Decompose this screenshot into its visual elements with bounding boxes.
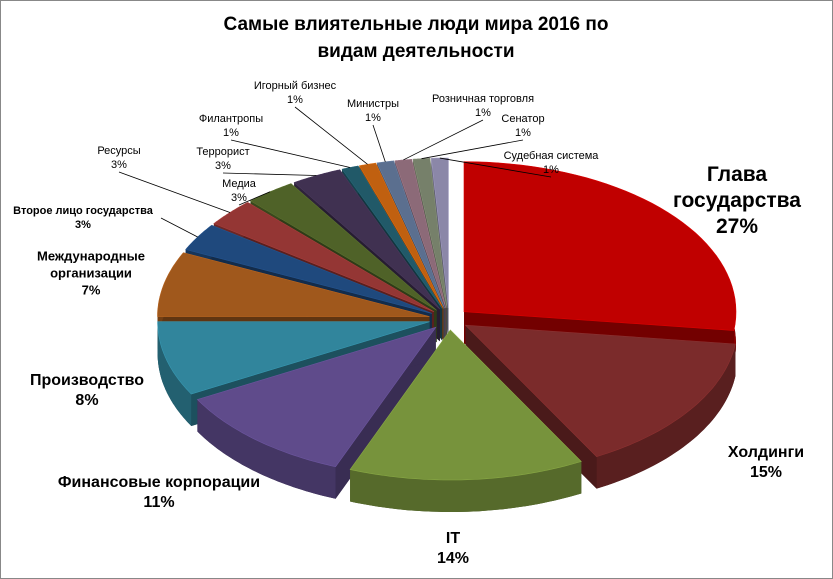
label-value: 1% bbox=[543, 164, 559, 176]
label-value: 1% bbox=[223, 127, 239, 139]
label-name: Министры bbox=[346, 98, 400, 110]
chart-title: Самые влиятельные люди мира 2016 по вида… bbox=[223, 14, 609, 62]
leader-line bbox=[222, 172, 317, 176]
slice bbox=[157, 321, 430, 395]
label-name: Международные организации bbox=[37, 248, 145, 281]
leader-line bbox=[294, 106, 368, 165]
label-name: Глава государства bbox=[673, 163, 801, 212]
data-label: Сенатор 1% bbox=[501, 112, 544, 140]
label-name: Игорный бизнес bbox=[253, 80, 337, 92]
data-label: Финансовые корпорации 11% bbox=[58, 473, 260, 513]
slice bbox=[196, 326, 437, 468]
label-value: 8% bbox=[75, 392, 99, 409]
label-value: 3% bbox=[215, 160, 231, 172]
slice bbox=[412, 158, 448, 309]
label-name: Второе лицо государства bbox=[13, 205, 153, 217]
label-name: Сенатор bbox=[501, 113, 545, 125]
slice bbox=[213, 202, 435, 312]
leader-line bbox=[403, 119, 484, 161]
leader-line bbox=[160, 217, 198, 238]
data-label: Глава государства 27% bbox=[652, 162, 822, 240]
data-label: Игорный бизнес 1% bbox=[254, 79, 336, 107]
slice bbox=[464, 324, 736, 457]
label-value: 15% bbox=[749, 464, 783, 481]
data-label: Судебная система 1% bbox=[504, 149, 599, 177]
data-label: Международные организации 7% bbox=[26, 248, 156, 299]
label-value: 11% bbox=[143, 494, 175, 511]
slice bbox=[430, 157, 449, 309]
leader-line bbox=[238, 191, 271, 206]
leader-line bbox=[118, 171, 231, 213]
label-value: 3% bbox=[111, 159, 127, 171]
data-label: IT 14% bbox=[437, 529, 469, 569]
label-name: IT bbox=[445, 530, 461, 547]
label-name: Производство bbox=[29, 372, 145, 389]
slice-outer-wall bbox=[350, 461, 582, 512]
data-label: Производство 8% bbox=[30, 371, 144, 411]
slice bbox=[463, 161, 737, 331]
slice-outer-wall bbox=[596, 344, 736, 489]
slice bbox=[394, 159, 447, 309]
label-name: Судебная система bbox=[503, 150, 599, 162]
leader-line bbox=[439, 157, 552, 178]
leader-line bbox=[230, 139, 351, 168]
label-value: 3% bbox=[75, 219, 91, 231]
label-value: 7% bbox=[81, 282, 101, 298]
data-label: Второе лицо государства 3% bbox=[13, 204, 153, 232]
slice bbox=[349, 329, 582, 481]
label-name: Террорист bbox=[196, 146, 250, 158]
label-value: 27% bbox=[715, 215, 759, 238]
label-value: 1% bbox=[515, 127, 531, 139]
data-label: Филантропы 1% bbox=[199, 112, 263, 140]
data-label: Министры 1% bbox=[347, 97, 399, 125]
data-label: Ресурсы 3% bbox=[97, 144, 140, 172]
data-label: Медиа 3% bbox=[222, 177, 256, 205]
slice bbox=[185, 224, 432, 314]
label-value: 1% bbox=[365, 112, 381, 124]
leader-line bbox=[421, 139, 524, 160]
label-name: Филантропы bbox=[198, 113, 264, 125]
label-name: Холдинги bbox=[727, 444, 805, 461]
label-name: Медиа bbox=[222, 178, 256, 190]
label-value: 1% bbox=[475, 107, 491, 119]
slice bbox=[341, 165, 443, 309]
label-name: Ресурсы bbox=[97, 145, 141, 157]
leader-line bbox=[372, 124, 386, 162]
slice-outer-wall bbox=[197, 399, 336, 499]
data-label: Розничная торговля 1% bbox=[432, 92, 534, 120]
label-value: 1% bbox=[287, 94, 303, 106]
label-name: Розничная торговля bbox=[431, 93, 535, 105]
data-label: Террорист 3% bbox=[196, 145, 249, 173]
slice bbox=[157, 252, 430, 317]
label-name: Финансовые корпорации bbox=[57, 474, 261, 491]
data-label: Холдинги 15% bbox=[728, 443, 804, 483]
label-value: 3% bbox=[231, 192, 247, 204]
label-value: 14% bbox=[436, 550, 470, 567]
